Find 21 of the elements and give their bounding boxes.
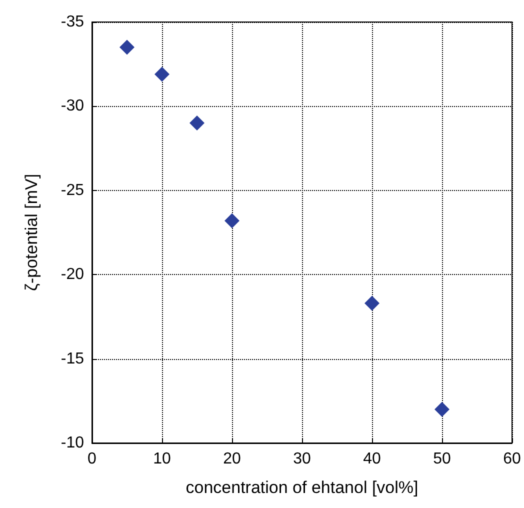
x-tick-label: 40	[363, 450, 381, 468]
y-axis-title: ζ-potential [mV]	[22, 174, 41, 292]
x-tick-label: 50	[433, 450, 451, 468]
y-tick-label: -25	[60, 182, 84, 199]
point	[434, 402, 450, 417]
x-axis-title: concentration of ehtanol [vol%]	[186, 478, 418, 497]
point	[120, 40, 134, 55]
x-tick-label: 30	[293, 450, 311, 468]
point	[224, 213, 240, 228]
y-tick-label: -20	[60, 266, 84, 284]
y-tick-label: -10	[60, 434, 84, 452]
x-tick-label: 10	[153, 450, 171, 468]
point	[154, 66, 170, 82]
y-tick-label: -15	[60, 350, 84, 368]
point	[190, 116, 204, 131]
x-tick-label: 0	[88, 450, 97, 468]
y-tick-label: -35	[60, 14, 84, 30]
y-tick-label: -30	[60, 98, 84, 115]
x-tick-label: 20	[223, 450, 241, 468]
point	[364, 296, 380, 311]
x-tick-label: 60	[503, 450, 521, 468]
